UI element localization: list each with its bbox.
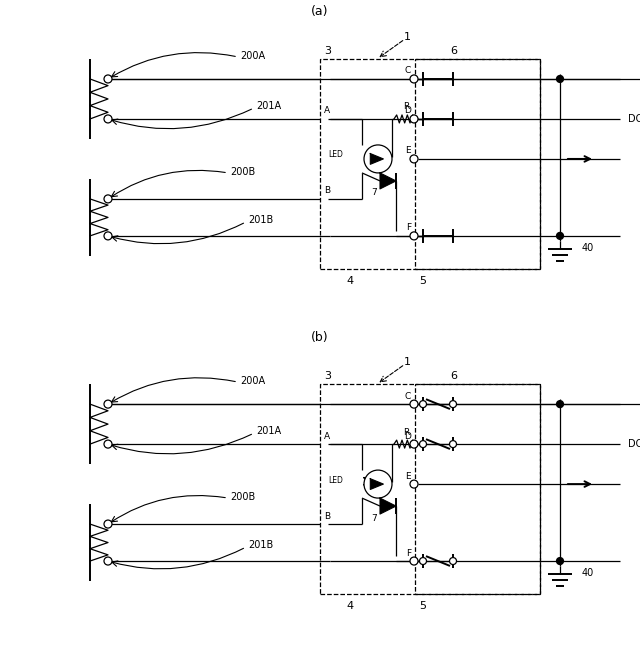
Text: 7: 7 (371, 188, 377, 197)
Circle shape (419, 441, 426, 448)
Text: E: E (405, 147, 411, 155)
Circle shape (449, 400, 456, 408)
Circle shape (104, 557, 112, 565)
Text: 200B: 200B (230, 167, 255, 177)
Circle shape (104, 232, 112, 240)
Bar (320, 384, 540, 594)
Circle shape (104, 115, 112, 123)
Text: LED: LED (328, 151, 343, 160)
Circle shape (364, 470, 392, 498)
Bar (320, 59, 540, 269)
Text: 201A: 201A (256, 101, 281, 111)
Circle shape (104, 195, 112, 203)
Circle shape (104, 400, 112, 408)
Text: E: E (405, 472, 411, 480)
Text: F: F (406, 223, 411, 232)
Circle shape (557, 400, 563, 408)
Text: DC+: DC+ (628, 114, 640, 124)
Circle shape (557, 557, 563, 565)
Text: C: C (404, 391, 411, 400)
Text: DC+: DC+ (628, 439, 640, 449)
Circle shape (410, 557, 418, 565)
Text: 200A: 200A (240, 51, 265, 61)
Text: 5: 5 (419, 601, 426, 611)
Circle shape (104, 75, 112, 83)
Bar (415, 384, 540, 594)
Text: 4: 4 (346, 601, 353, 611)
Circle shape (557, 75, 563, 82)
Circle shape (410, 115, 418, 123)
Text: 5: 5 (419, 276, 426, 286)
Polygon shape (380, 498, 396, 514)
Circle shape (410, 232, 418, 240)
Circle shape (449, 441, 456, 448)
Circle shape (557, 232, 563, 239)
Text: 3: 3 (324, 371, 331, 381)
Circle shape (410, 400, 418, 408)
Circle shape (410, 155, 418, 163)
Circle shape (419, 400, 426, 408)
Text: LED: LED (328, 476, 343, 485)
Circle shape (104, 440, 112, 448)
Text: 1: 1 (403, 357, 410, 367)
Text: (b): (b) (311, 330, 329, 343)
Text: A: A (324, 106, 330, 116)
Text: B: B (324, 186, 330, 195)
Text: 3: 3 (324, 46, 331, 56)
Text: R: R (403, 428, 409, 437)
Text: 6: 6 (450, 371, 457, 381)
Circle shape (104, 520, 112, 528)
Text: (a): (a) (311, 5, 329, 18)
Text: A: A (324, 432, 330, 441)
Bar (415, 59, 540, 269)
Text: C: C (404, 66, 411, 75)
Text: R: R (403, 103, 409, 112)
Polygon shape (371, 479, 383, 489)
Text: 40: 40 (582, 568, 595, 578)
Text: 40: 40 (582, 243, 595, 253)
Text: 6: 6 (450, 46, 457, 56)
Text: D: D (404, 432, 411, 441)
Circle shape (410, 440, 418, 448)
Text: 201A: 201A (256, 426, 281, 436)
Text: 7: 7 (371, 513, 377, 522)
Text: D: D (404, 106, 411, 116)
Text: F: F (406, 548, 411, 557)
Text: 200A: 200A (240, 376, 265, 386)
Circle shape (449, 557, 456, 565)
Text: B: B (324, 511, 330, 520)
Text: 4: 4 (346, 276, 353, 286)
Text: 200B: 200B (230, 492, 255, 502)
Text: 201B: 201B (248, 215, 273, 225)
Circle shape (364, 145, 392, 173)
Circle shape (419, 557, 426, 565)
Polygon shape (371, 154, 383, 164)
Text: 1: 1 (403, 32, 410, 42)
Polygon shape (380, 173, 396, 189)
Text: 201B: 201B (248, 540, 273, 550)
Circle shape (410, 75, 418, 83)
Circle shape (410, 480, 418, 488)
